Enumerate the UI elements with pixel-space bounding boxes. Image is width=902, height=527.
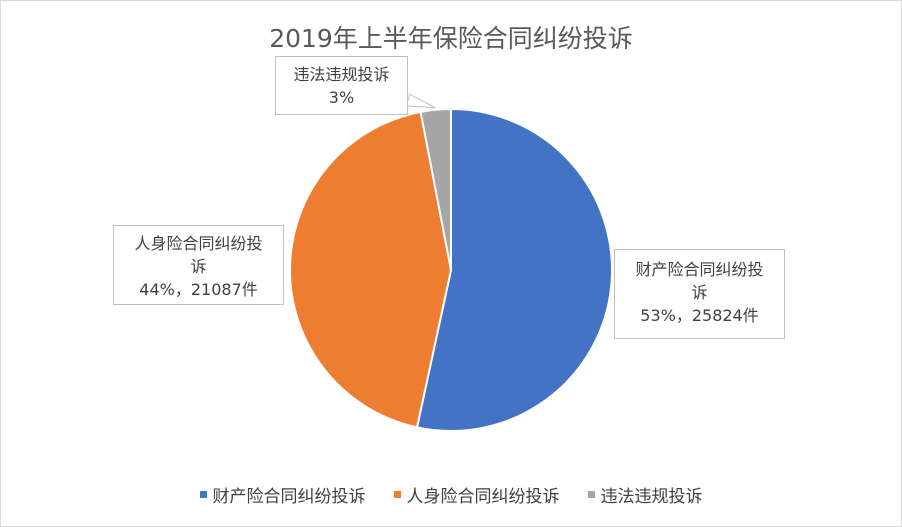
data-label-property-value: 53%，25824件 bbox=[640, 306, 759, 325]
data-label-violation-line1: 违法违规投诉 bbox=[293, 65, 390, 84]
data-label-life-line2: 诉 bbox=[190, 257, 207, 276]
pie-slice-life bbox=[289, 110, 453, 429]
legend-item-violation: 违法违规投诉 bbox=[587, 482, 703, 507]
data-label-property-line2: 诉 bbox=[691, 283, 708, 302]
data-label-violation: 违法违规投诉 3% bbox=[275, 56, 408, 115]
legend-label-property: 财产险合同纠纷投诉 bbox=[212, 487, 366, 507]
leader-line-violation bbox=[405, 93, 436, 109]
legend-label-violation: 违法违规投诉 bbox=[600, 487, 703, 507]
data-label-life-line1: 人身险合同纠纷投 bbox=[134, 234, 263, 253]
data-label-property-insurance: 财产险合同纠纷投 诉 53%，25824件 bbox=[614, 249, 785, 339]
legend-swatch-life bbox=[393, 491, 401, 498]
data-label-life-value: 44%，21087件 bbox=[139, 280, 258, 299]
legend-swatch-property bbox=[199, 491, 207, 498]
chart-title: 2019年上半年保险合同纠纷投诉 bbox=[269, 24, 633, 53]
legend-label-life: 人身险合同纠纷投诉 bbox=[406, 487, 560, 507]
legend-swatch-violation bbox=[587, 491, 595, 498]
legend: 财产险合同纠纷投诉 人身险合同纠纷投诉 违法违规投诉 bbox=[0, 482, 902, 507]
legend-item-property: 财产险合同纠纷投诉 bbox=[199, 482, 366, 507]
data-label-violation-value: 3% bbox=[328, 88, 355, 107]
data-label-life-insurance: 人身险合同纠纷投 诉 44%，21087件 bbox=[113, 225, 284, 305]
pie-slice-violation bbox=[419, 107, 452, 271]
data-label-property-line1: 财产险合同纠纷投 bbox=[635, 260, 764, 279]
legend-item-life: 人身险合同纠纷投诉 bbox=[393, 482, 560, 507]
pie-slice-property bbox=[415, 107, 613, 432]
